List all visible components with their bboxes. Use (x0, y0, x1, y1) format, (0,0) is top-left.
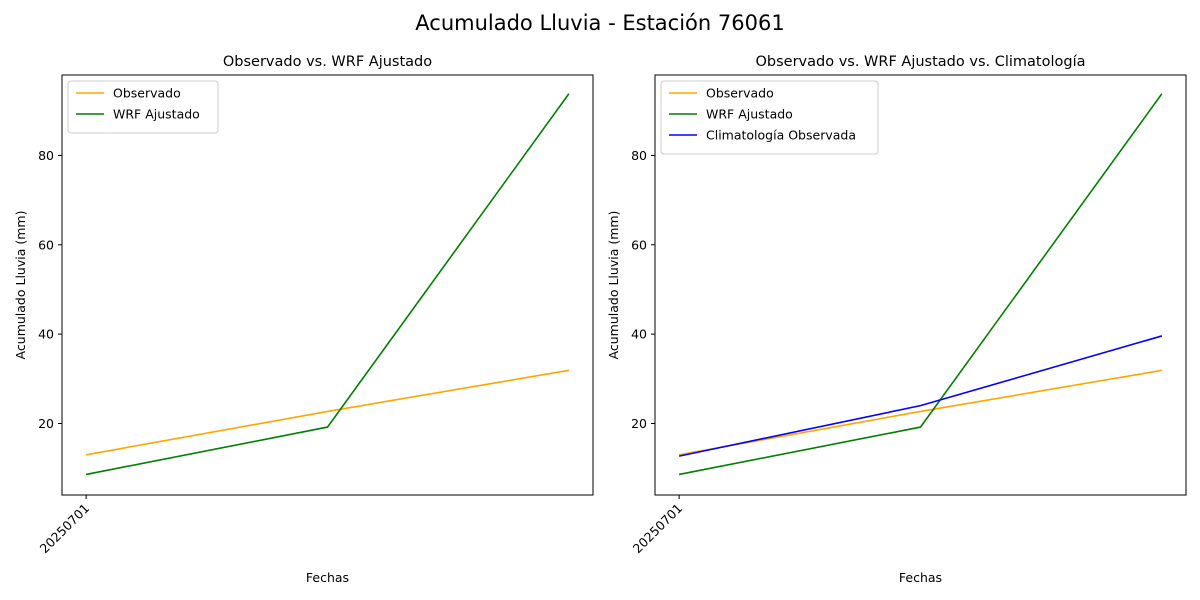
legend-label-0: Observado (706, 86, 774, 101)
x-tick-label: 20250701 (630, 501, 686, 557)
legend-label-0: Observado (113, 86, 181, 101)
y-tick-label: 80 (38, 148, 54, 163)
legend-label-1: WRF Ajustado (113, 107, 200, 122)
y-tick-label: 60 (631, 237, 647, 252)
series-line-1 (678, 93, 1163, 476)
chart-title: Observado vs. WRF Ajustado (223, 54, 432, 70)
series-line-1 (85, 93, 570, 476)
chart-panel-right: Observado vs. WRF Ajustado vs. Climatolo… (606, 54, 1187, 585)
y-tick-label: 40 (38, 327, 54, 342)
legend-label-1: WRF Ajustado (706, 107, 793, 122)
legend-box (67, 80, 219, 134)
legend-box (660, 80, 879, 155)
x-axis-label: Fechas (306, 570, 349, 585)
series-line-2 (678, 335, 1163, 457)
x-axis-label: Fechas (899, 570, 942, 585)
y-tick-label: 20 (38, 416, 54, 431)
chart-panel-left: Observado vs. WRF Ajustado 20 40 60 80 202507… (13, 54, 594, 585)
plot-frame (654, 74, 1187, 496)
y-axis-label: Acumulado Lluvia (mm) (606, 211, 621, 360)
series-line-0 (85, 369, 569, 456)
legend-label-2: Climatología Observada (706, 128, 856, 143)
y-tick-label: 40 (631, 327, 647, 342)
chart-title: Observado vs. WRF Ajustado vs. Climatolo… (756, 54, 1086, 70)
plot-frame (61, 74, 594, 496)
y-tick-label: 80 (631, 148, 647, 163)
figure-title: Acumulado Lluvia - Estación 76061 (415, 11, 784, 35)
y-axis-label: Acumulado Lluvia (mm) (13, 211, 28, 360)
y-tick-label: 20 (631, 416, 647, 431)
series-line-0 (678, 369, 1162, 456)
y-tick-label: 60 (38, 237, 54, 252)
x-tick-label: 20250701 (37, 501, 93, 557)
